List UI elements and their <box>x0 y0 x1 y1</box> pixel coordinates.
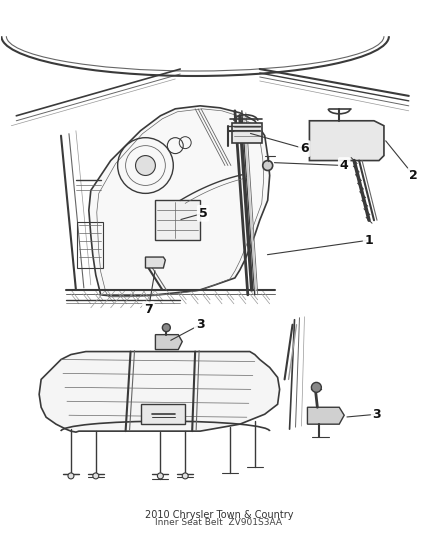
Circle shape <box>311 382 321 392</box>
Text: 1: 1 <box>365 233 374 247</box>
Text: 7: 7 <box>144 303 153 316</box>
Circle shape <box>263 160 273 171</box>
Circle shape <box>157 473 163 479</box>
Text: 2010 Chrysler Town & Country: 2010 Chrysler Town & Country <box>145 510 293 520</box>
Text: 6: 6 <box>300 142 309 155</box>
Polygon shape <box>155 335 182 350</box>
Text: 3: 3 <box>196 318 205 331</box>
Text: 3: 3 <box>373 408 381 421</box>
Polygon shape <box>309 121 384 160</box>
Polygon shape <box>145 257 165 268</box>
Polygon shape <box>232 123 262 143</box>
Polygon shape <box>39 352 279 432</box>
Polygon shape <box>89 106 270 296</box>
Text: 5: 5 <box>199 207 208 220</box>
Circle shape <box>182 473 188 479</box>
Text: Inner Seat Belt  ZV901S3AA: Inner Seat Belt ZV901S3AA <box>155 518 283 527</box>
Text: 4: 4 <box>340 159 349 172</box>
Circle shape <box>93 473 99 479</box>
Polygon shape <box>141 404 185 424</box>
Circle shape <box>162 324 170 332</box>
Circle shape <box>68 473 74 479</box>
Polygon shape <box>155 200 200 240</box>
Polygon shape <box>307 407 344 424</box>
Text: 2: 2 <box>410 169 418 182</box>
Circle shape <box>135 156 155 175</box>
